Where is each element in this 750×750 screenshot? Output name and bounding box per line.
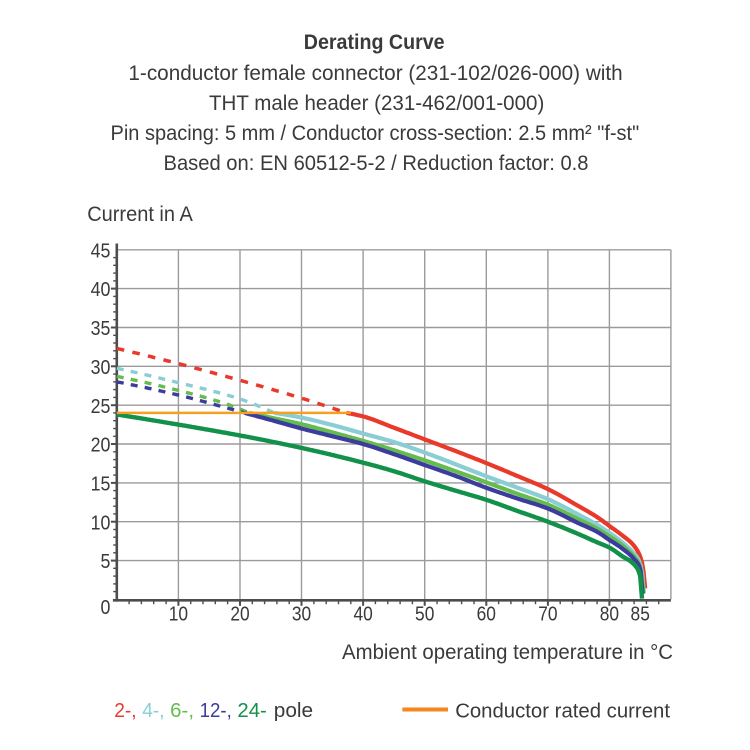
svg-text:Based on: EN 60512-5-2 / Reduc: Based on: EN 60512-5-2 / Reduction facto… [164,152,589,175]
svg-text:60: 60 [477,603,496,626]
svg-text:5: 5 [101,550,111,573]
svg-text:4-,: 4-, [142,700,164,722]
svg-text:THT male header (231-462/001-0: THT male header (231-462/001-000) [209,92,544,115]
svg-text:Ambient operating temperature: Ambient operating temperature in °C [342,641,673,664]
svg-text:25: 25 [91,395,111,418]
svg-text:35: 35 [91,317,111,340]
svg-text:30: 30 [292,603,311,626]
svg-text:10: 10 [169,603,188,626]
svg-text:pole: pole [274,700,313,722]
svg-text:2-,: 2-, [114,700,136,722]
svg-text:20: 20 [91,434,111,457]
svg-text:80: 80 [600,603,619,626]
svg-text:Pin spacing: 5 mm / Conductor: Pin spacing: 5 mm / Conductor cross-sect… [111,122,640,145]
svg-text:Current in A: Current in A [87,203,193,226]
svg-text:30: 30 [91,356,111,379]
svg-text:10: 10 [91,511,111,534]
svg-text:40: 40 [353,603,372,626]
svg-text:Conductor rated current: Conductor rated current [455,700,670,723]
svg-text:12-,: 12-, [200,700,232,722]
svg-text:6-,: 6-, [170,700,194,722]
svg-text:45: 45 [91,239,111,262]
svg-text:Derating Curve: Derating Curve [304,31,445,54]
svg-text:20: 20 [230,603,249,626]
svg-text:70: 70 [538,603,557,626]
svg-text:15: 15 [91,473,111,496]
svg-text:0: 0 [101,596,111,619]
svg-text:40: 40 [91,278,111,301]
svg-text:1-conductor female connector (: 1-conductor female connector (231-102/02… [128,62,622,85]
svg-text:24-: 24- [237,700,266,722]
svg-text:85: 85 [631,603,650,626]
svg-text:50: 50 [415,603,434,626]
